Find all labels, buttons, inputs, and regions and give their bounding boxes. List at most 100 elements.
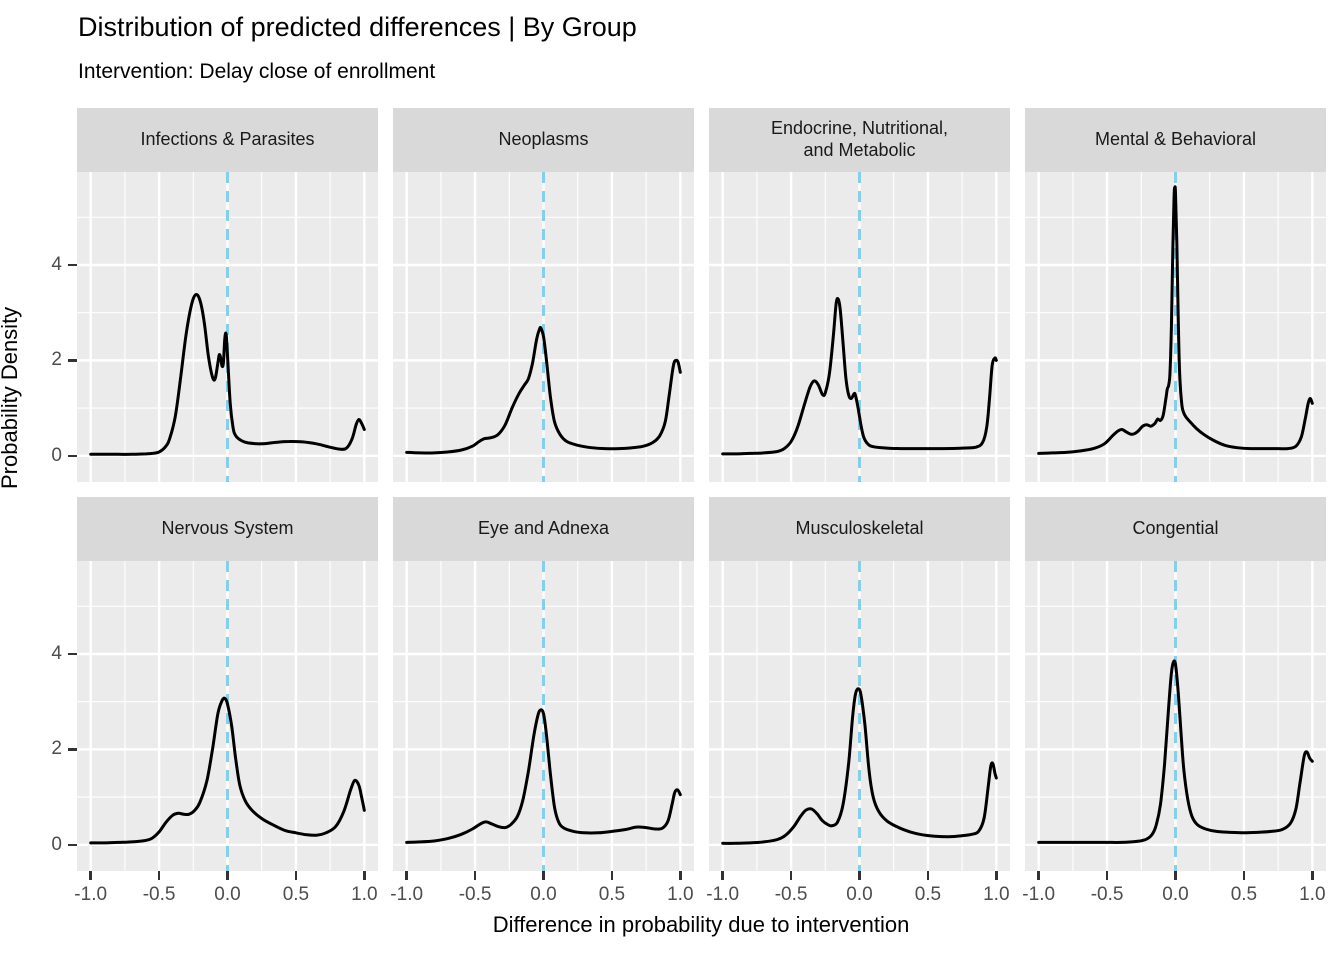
x-tick-label: 1.0	[351, 884, 378, 905]
plot-subtitle: Intervention: Delay close of enrollment	[78, 60, 436, 83]
grid-major	[393, 172, 694, 482]
x-tick-mark	[995, 871, 998, 880]
facet-strip-label: Eye and Adnexa	[477, 518, 610, 539]
y-tick-mark	[68, 359, 77, 362]
density-plot	[1025, 172, 1326, 482]
x-tick-mark	[721, 871, 724, 880]
facet-panel: 0 2 4 -1.0 -0.5 0.0 0.5 1.0	[51, 561, 378, 905]
x-tick-mark	[1174, 871, 1177, 880]
x-tick-label: 1.0	[1299, 884, 1326, 905]
x-tick-label: 0.0	[530, 884, 557, 905]
x-tick-mark	[294, 871, 298, 880]
facet-strip-label: Nervous System	[161, 518, 294, 539]
density-curve	[89, 696, 366, 845]
x-tick-label: 1.0	[983, 884, 1010, 905]
x-tick-label: 0.5	[598, 884, 626, 905]
y-axis-title: Probability Density	[0, 306, 22, 489]
y-tick-mark	[68, 454, 77, 457]
x-tick-label: -1.0	[706, 884, 740, 905]
x-tick-label: -0.5	[142, 884, 176, 905]
facet-panel	[393, 172, 694, 482]
x-tick-mark	[226, 871, 229, 880]
facet-endocrine-nutritional-and-metabolic: Endocrine, Nutritional, and Metabolic	[709, 108, 1010, 482]
facet-panel: -1.0 -0.5 0.0 0.5 1.0	[390, 561, 694, 905]
x-tick-mark	[858, 871, 861, 880]
facet-strip: Congential	[1025, 497, 1326, 561]
facet-strip: Neoplasms	[393, 108, 694, 172]
x-tick-label: 1.0	[667, 884, 694, 905]
x-tick-label: -1.0	[1022, 884, 1056, 905]
x-tick-label: -1.0	[390, 884, 424, 905]
density-curve	[405, 708, 682, 844]
y-tick-label: 0	[51, 444, 62, 466]
x-tick-label: 0.0	[846, 884, 873, 905]
grid-major	[709, 172, 1010, 482]
y-tick-mark	[68, 652, 77, 656]
density-curve	[405, 325, 682, 455]
grid-major	[77, 561, 378, 871]
x-tick-label: 0.5	[1230, 884, 1258, 905]
facet-strip: Musculoskeletal	[709, 497, 1010, 561]
x-tick-label: 0.5	[282, 884, 310, 905]
x-tick-mark	[610, 871, 614, 880]
y-tick-label: 4	[51, 254, 62, 275]
x-tick-label: -1.0	[74, 884, 108, 905]
grid-major	[1025, 561, 1326, 871]
density-curve	[89, 293, 366, 456]
x-tick-mark	[1242, 871, 1246, 880]
facet-panel: 0 2 4	[51, 172, 378, 482]
density-plot	[393, 561, 694, 871]
x-tick-label: 0.5	[914, 884, 942, 905]
facet-strip: Mental & Behavioral	[1025, 108, 1326, 172]
density-plot	[77, 172, 378, 482]
facet-musculoskeletal: Musculoskeletal -1.0 -0.5 0.0 0.5 1.0	[706, 497, 1010, 905]
facet-panel: -1.0 -0.5 0.0 0.5 1.0	[1022, 561, 1326, 905]
facet-strip: Nervous System	[77, 497, 378, 561]
density-curve	[1037, 185, 1314, 455]
density-plot	[709, 561, 1010, 871]
facet-eye-and-adnexa: Eye and Adnexa -1.0 -0.5 0.0 0.5 1.0	[390, 497, 694, 905]
facet-strip-label: Congential	[1132, 518, 1219, 539]
x-tick-mark	[679, 871, 682, 880]
x-tick-mark	[363, 871, 366, 880]
facet-strip-label: Mental & Behavioral	[1094, 129, 1257, 150]
facet-strip-label: Endocrine, Nutritional, and Metabolic	[770, 118, 949, 160]
grid-major	[709, 561, 1010, 871]
facet-strip-label: Infections & Parasites	[140, 129, 315, 150]
x-tick-label: -0.5	[774, 884, 808, 905]
density-plot	[393, 172, 694, 482]
facet-panel	[1025, 172, 1326, 482]
facet-panel	[709, 172, 1010, 482]
x-tick-mark	[1311, 871, 1314, 880]
x-tick-mark	[473, 871, 477, 880]
y-tick-label: 4	[51, 643, 62, 664]
x-axis-title: Difference in probability due to interve…	[492, 912, 910, 937]
density-plot	[1025, 561, 1326, 871]
y-tick-label: 2	[51, 738, 62, 760]
facet-strip-label: Neoplasms	[498, 129, 589, 150]
grid-major	[393, 561, 694, 871]
x-tick-mark	[1105, 871, 1109, 880]
x-tick-mark	[926, 871, 930, 880]
density-curve	[721, 296, 998, 456]
x-tick-mark	[789, 871, 793, 880]
x-tick-mark	[542, 871, 545, 880]
x-tick-mark	[1037, 871, 1040, 880]
facet-strip: Endocrine, Nutritional, and Metabolic	[709, 108, 1010, 172]
y-tick-label: 2	[51, 349, 62, 371]
facet-infections-parasites: Infections & Parasites 0 2 4	[51, 108, 378, 482]
x-tick-mark	[89, 871, 92, 880]
density-plot	[709, 172, 1010, 482]
y-tick-mark	[68, 748, 77, 751]
y-tick-mark	[68, 843, 77, 846]
facet-strip-label: Musculoskeletal	[795, 518, 924, 539]
x-tick-mark	[157, 871, 161, 880]
x-tick-label: -0.5	[458, 884, 492, 905]
x-tick-mark	[405, 871, 408, 880]
x-tick-label: -0.5	[1090, 884, 1124, 905]
density-curve	[721, 687, 998, 845]
density-curve	[1037, 659, 1314, 844]
facet-congential: Congential -1.0 -0.5 0.0 0.5 1.0	[1022, 497, 1326, 905]
x-tick-label: 0.0	[214, 884, 241, 905]
facet-mental-behavioral: Mental & Behavioral	[1025, 108, 1326, 482]
